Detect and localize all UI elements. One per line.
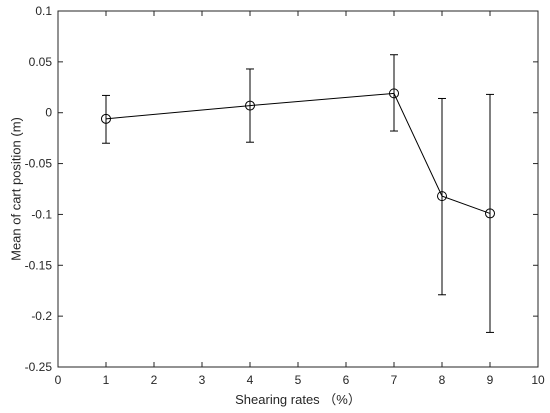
data-point-marker xyxy=(485,208,495,219)
data-point-marker xyxy=(245,100,255,111)
x-tick-label: 0 xyxy=(55,373,62,387)
x-tick-label: 3 xyxy=(199,373,206,387)
x-axis-label: Shearing rates （%） xyxy=(235,392,361,407)
data-point-marker xyxy=(389,88,399,99)
series-line xyxy=(105,92,491,214)
error-bars xyxy=(102,54,494,333)
data-point-marker xyxy=(101,113,111,124)
x-tick-label: 5 xyxy=(295,373,302,387)
y-tick-label: -0.05 xyxy=(25,157,53,171)
series xyxy=(101,88,495,219)
ticks xyxy=(57,10,539,368)
y-tick-label: -0.1 xyxy=(31,207,52,221)
plot-frame xyxy=(57,10,539,368)
y-tick-label: 0 xyxy=(45,106,52,120)
x-tick-label: 10 xyxy=(531,373,545,387)
x-tick-label: 7 xyxy=(391,373,398,387)
y-axis-label: Mean of cart position (m) xyxy=(9,117,24,261)
y-tick-label: 0.1 xyxy=(35,4,52,18)
x-tick-label: 8 xyxy=(439,373,446,387)
x-tick-label: 4 xyxy=(247,373,254,387)
x-tick-label: 2 xyxy=(151,373,158,387)
y-tick-label: -0.2 xyxy=(31,309,52,323)
x-tick-label: 1 xyxy=(103,373,110,387)
x-tick-label: 6 xyxy=(343,373,350,387)
x-tick-label: 9 xyxy=(487,373,494,387)
y-tick-label: 0.05 xyxy=(29,55,53,69)
tick-labels: 0 1 2 3 4 5 6 7 8 9 10 0.1 0.05 0 -0.05 -0.1 -0.15 -0.2 -0… xyxy=(25,4,545,387)
y-tick-label: -0.25 xyxy=(25,360,53,374)
y-tick-label: -0.15 xyxy=(25,258,53,272)
data-point-marker xyxy=(437,191,447,202)
